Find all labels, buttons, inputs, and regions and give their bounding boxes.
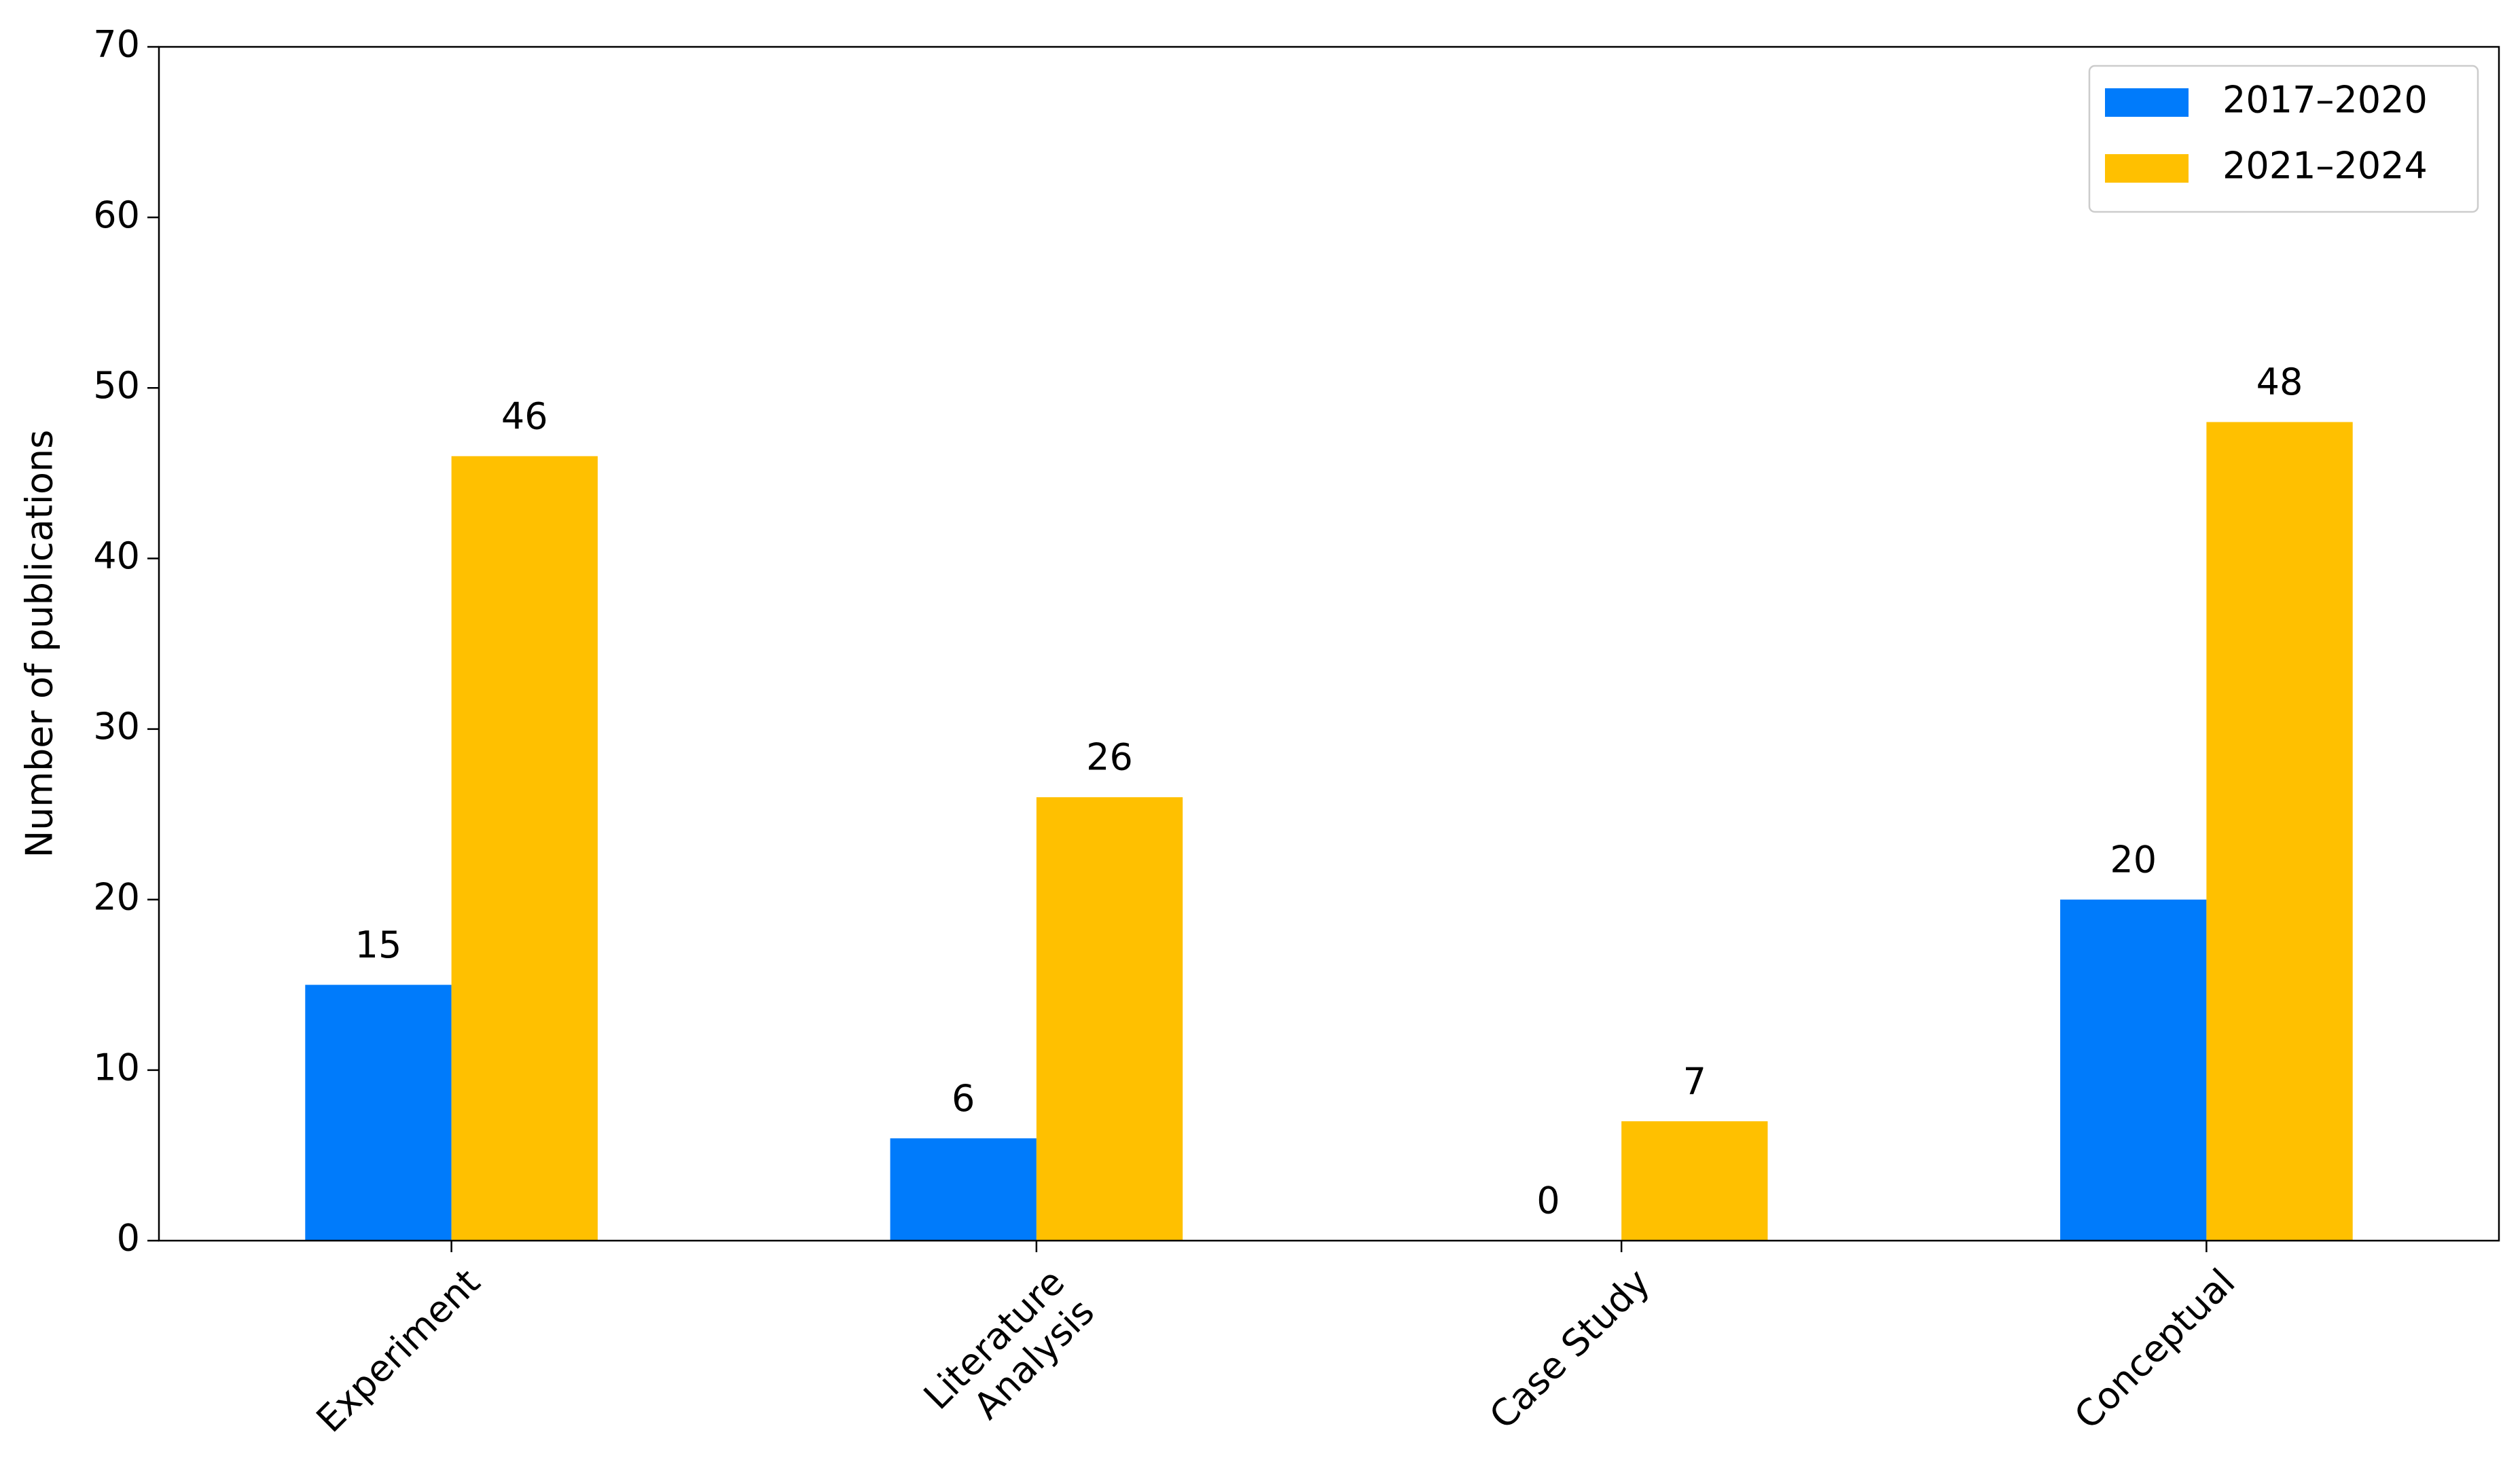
value-label: 46 xyxy=(501,395,548,437)
legend-label: 2021–2024 xyxy=(2222,145,2428,187)
value-label: 6 xyxy=(952,1077,975,1120)
y-tick-label: 20 xyxy=(93,875,140,918)
y-tick-label: 70 xyxy=(93,23,140,66)
bar xyxy=(890,1138,1037,1241)
y-tick-label: 0 xyxy=(117,1217,140,1260)
value-label: 48 xyxy=(2256,361,2303,403)
legend-swatch xyxy=(2105,154,2189,183)
value-label: 20 xyxy=(2110,838,2157,881)
y-tick-label: 40 xyxy=(93,534,140,577)
bar xyxy=(2206,422,2353,1241)
y-tick-label: 60 xyxy=(93,194,140,236)
bar xyxy=(1036,797,1183,1241)
value-label: 26 xyxy=(1086,736,1133,779)
legend-label: 2017–2020 xyxy=(2222,79,2428,122)
value-label: 15 xyxy=(355,924,402,966)
value-label: 7 xyxy=(1683,1060,1706,1103)
bar xyxy=(451,456,598,1241)
y-tick-label: 10 xyxy=(93,1046,140,1089)
y-axis-label: Number of publications xyxy=(18,430,61,858)
y-tick-label: 50 xyxy=(93,364,140,407)
bar xyxy=(2060,899,2207,1241)
bar xyxy=(1621,1121,1768,1241)
y-tick-label: 30 xyxy=(93,705,140,748)
plot-frame xyxy=(158,45,2500,1242)
value-label: 0 xyxy=(1536,1180,1560,1222)
legend-swatch xyxy=(2105,88,2189,117)
bar xyxy=(305,985,452,1241)
